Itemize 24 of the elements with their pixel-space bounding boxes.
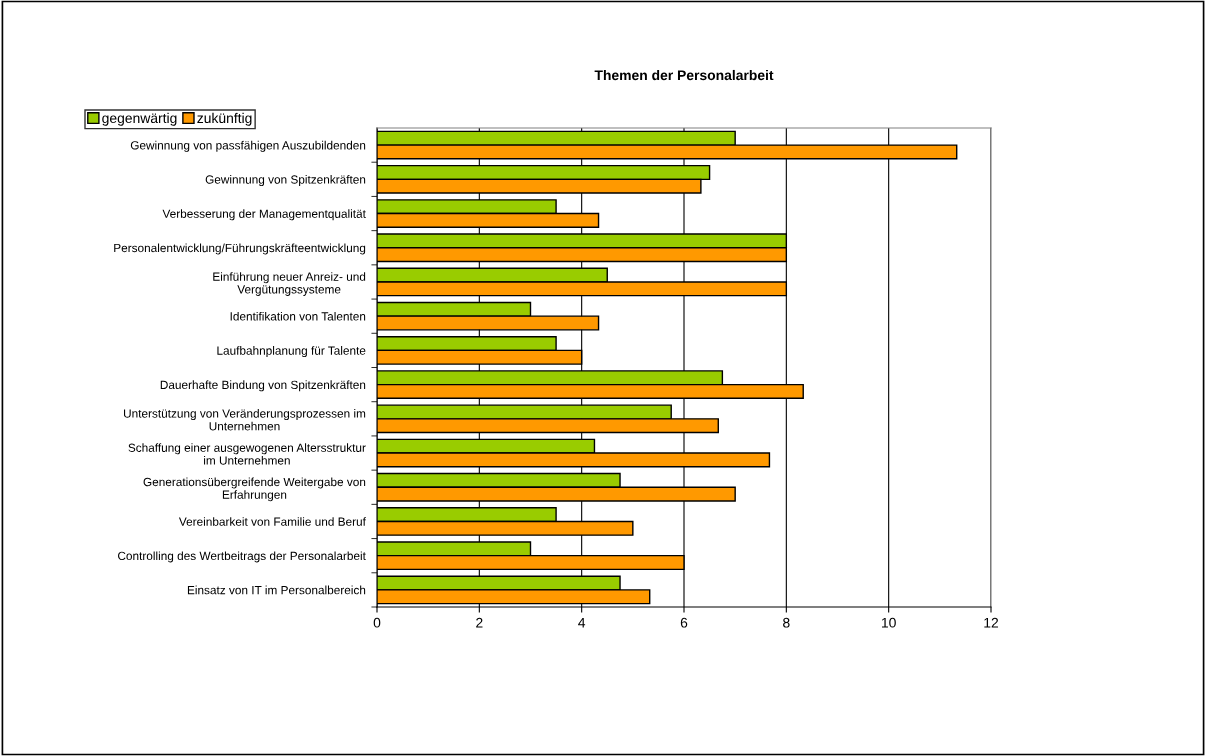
x-tick-label: 2 — [476, 617, 483, 628]
y-tick-label: Gewinnung von passfähigen Auszubildenden — [130, 140, 366, 152]
x-tick-label: 10 — [882, 617, 896, 628]
y-tick-label: Identifikation von Talenten — [230, 311, 366, 321]
y-tick-label: Schaffung einer ausgewogenen Altersstruktur im Unternehmen — [128, 443, 366, 465]
y-tick-label: Laufbahnplanung für Talente — [217, 346, 366, 358]
y-tick-label: Verbesserung der Managementqualität — [162, 209, 366, 221]
chart-title: Themen der Personalarbeit — [594, 69, 774, 81]
y-tick-label: Einführung neuer Anreiz- und Vergütungssysteme — [213, 272, 366, 296]
y-tick-label: Gewinnung von Spitzenkräften — [205, 175, 366, 187]
x-tick-label: 12 — [984, 617, 999, 628]
y-tick-label: Vereinbarkeit von Familie und Beruf — [178, 517, 366, 526]
x-tick-label: 4 — [578, 617, 586, 628]
x-tick-label: 6 — [680, 617, 688, 628]
legend-label: gegenwärtig — [102, 112, 177, 126]
y-tick-label: Controlling des Wertbeitrags der Personalarbeit — [118, 551, 366, 563]
y-tick-label: Personalentwicklung/Führungskräfteentwicklung — [114, 243, 366, 255]
y-tick-label: Unterstützung von Veränderungsprozessen im Unternehmen — [124, 409, 366, 431]
x-tick-label: 8 — [783, 617, 790, 628]
y-tick-label: Generationsübergreifende Weitergabe von Erfahrungen — [143, 477, 366, 502]
legend-label: zukünftig — [197, 112, 252, 126]
x-tick-label: 0 — [373, 617, 381, 628]
y-tick-label: Dauerhafte Bindung von Spitzenkräften — [160, 380, 366, 392]
y-tick-label: Einsatz von IT im Personalbereich — [187, 585, 366, 595]
